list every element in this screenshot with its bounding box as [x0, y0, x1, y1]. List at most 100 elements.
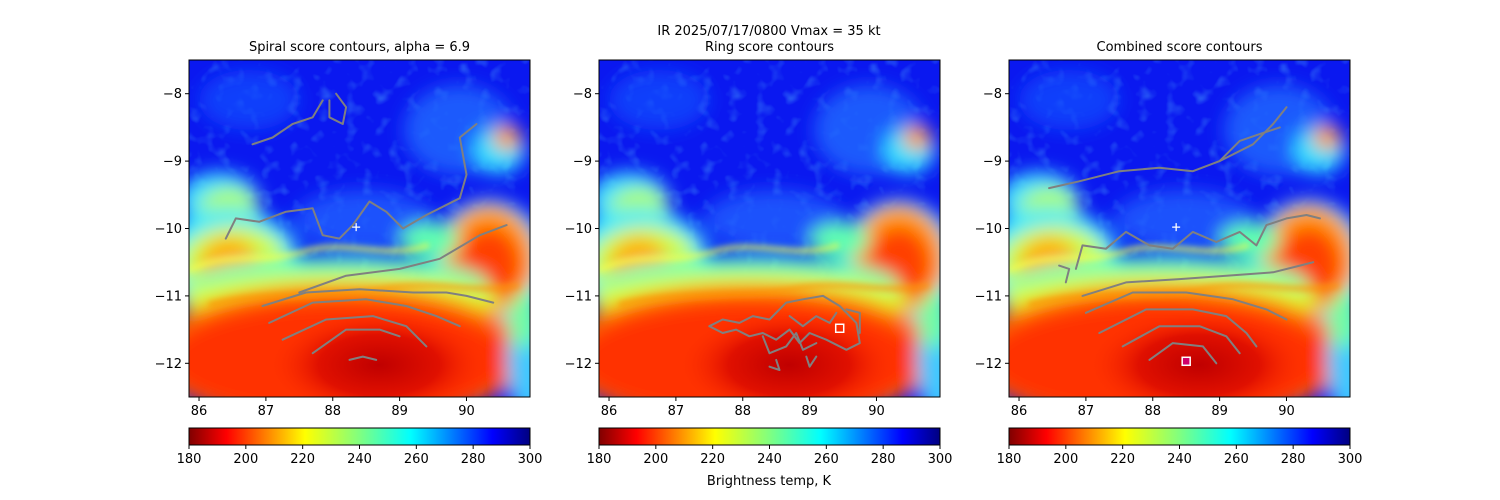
- score-contour: [261, 288, 495, 307]
- colorbar-tick-label: 280: [461, 452, 486, 467]
- score-max-square-marker: [834, 323, 845, 334]
- score-max-square-marker: [1181, 356, 1191, 367]
- score-contour: [1098, 308, 1258, 348]
- colorbar-tick-label: 200: [1053, 452, 1078, 467]
- y-tick-label: −9: [163, 155, 182, 170]
- score-contour: [224, 123, 478, 240]
- y-tick-label: −10: [155, 222, 182, 237]
- plot-area: 86 87 88 89 90 −8 −9 −10 −11 −12: [969, 59, 1371, 425]
- score-contour: [251, 99, 324, 146]
- center-plus-marker: [352, 223, 361, 232]
- y-tick-label: −9: [983, 155, 1002, 170]
- score-contour: [1084, 291, 1288, 321]
- colorbar-tick-label: 300: [1338, 452, 1363, 467]
- colorbar-tick-label: 180: [587, 452, 612, 467]
- colorbar-tick-label: 300: [928, 452, 953, 467]
- y-tick-label: −12: [975, 357, 1002, 372]
- x-tick-label: 88: [1144, 404, 1161, 419]
- colorbar-tick-label: 260: [814, 452, 839, 467]
- colorbar-label: Brightness temp, K: [707, 474, 832, 489]
- x-tick-label: 90: [1278, 404, 1295, 419]
- colorbar-tick-label: 280: [871, 452, 896, 467]
- colorbar-tick-label: 180: [997, 452, 1022, 467]
- colorbar-tick-label: 220: [290, 452, 315, 467]
- score-contour: [1121, 325, 1241, 355]
- colorbar-tick-label: 240: [347, 452, 372, 467]
- x-tick-label: 86: [191, 404, 208, 419]
- score-contour: [708, 294, 861, 351]
- colorbar-gradient: [598, 427, 941, 446]
- score-contour: [845, 308, 861, 334]
- colorbar-tick-label: 200: [643, 452, 668, 467]
- figure-suptitle: IR 2025/07/17/0800 Vmax = 35 kt: [657, 24, 880, 39]
- score-contour: [281, 315, 428, 348]
- x-tick-label: 86: [601, 404, 618, 419]
- y-tick-label: −8: [573, 87, 592, 102]
- score-contour: [311, 328, 401, 355]
- x-tick-label: 89: [801, 404, 818, 419]
- x-tick-label: 90: [868, 404, 885, 419]
- score-contour: [1058, 264, 1071, 284]
- y-tick-label: −10: [975, 222, 1002, 237]
- y-tick-label: −11: [975, 289, 1002, 304]
- colorbar-tick-label: 260: [1224, 452, 1249, 467]
- colorbar-tick-label: 240: [757, 452, 782, 467]
- score-contour: [1218, 106, 1288, 163]
- x-tick-label: 87: [1078, 404, 1095, 419]
- colorbar: 180 200 220 240 260 280 300: [997, 427, 1363, 467]
- y-tick-label: −10: [565, 222, 592, 237]
- y-tick-label: −8: [983, 87, 1002, 102]
- y-tick-label: −12: [565, 357, 592, 372]
- x-tick-label: 87: [668, 404, 685, 419]
- score-contour: [1048, 126, 1281, 190]
- x-tick-label: 88: [734, 404, 751, 419]
- score-contour: [1148, 342, 1218, 365]
- panel-1: Spiral score contours, alpha = 6.9 86 87 88…: [149, 40, 551, 467]
- plot-area: 86 87 88 89 90 −8 −9 −10 −11 −12: [149, 59, 551, 425]
- colorbar-tick-label: 180: [177, 452, 202, 467]
- colorbar-gradient: [188, 427, 531, 446]
- panel-title: Ring score contours: [705, 40, 834, 55]
- score-contour: [328, 92, 348, 125]
- x-tick-label: 90: [458, 404, 475, 419]
- ir-image: [969, 60, 1371, 425]
- y-tick-label: −11: [155, 289, 182, 304]
- x-tick-label: 89: [391, 404, 408, 419]
- x-tick-label: 86: [1011, 404, 1028, 419]
- colorbar-tick-label: 260: [404, 452, 429, 467]
- score-contour: [1081, 261, 1315, 297]
- colorbar-tick-label: 240: [1167, 452, 1192, 467]
- y-tick-label: −11: [565, 289, 592, 304]
- plot-area: 86 87 88 89 90 −8 −9 −10 −11 −12: [559, 59, 961, 425]
- colorbar: 180 200 220 240 260 280 300: [177, 427, 543, 467]
- panel-title: Combined score contours: [1097, 40, 1263, 55]
- score-contour: [805, 355, 818, 368]
- y-tick-label: −9: [573, 155, 592, 170]
- colorbar-tick-label: 220: [700, 452, 725, 467]
- ir-image: [149, 60, 551, 425]
- score-contour: [348, 355, 378, 361]
- panel-3: Combined score contours 86 87 88 89 90 −8 −9 −10…: [969, 40, 1371, 467]
- colorbar-gradient: [1008, 427, 1351, 446]
- x-tick-label: 89: [1211, 404, 1228, 419]
- y-tick-label: −8: [163, 87, 182, 102]
- center-plus-marker: [1172, 223, 1181, 232]
- score-contour: [761, 332, 818, 355]
- colorbar-tick-label: 300: [518, 452, 543, 467]
- score-contour: [1074, 214, 1321, 270]
- score-contour: [788, 311, 838, 328]
- score-contour: [768, 358, 781, 371]
- panel-2: Ring score contours 86 87 88 89 90 −8 −9 −10 −11 −…: [559, 40, 961, 467]
- y-tick-label: −12: [155, 357, 182, 372]
- ir-image: [559, 60, 961, 425]
- colorbar-tick-label: 200: [233, 452, 258, 467]
- score-contour: [268, 298, 461, 328]
- panel-title: Spiral score contours, alpha = 6.9: [249, 40, 470, 55]
- colorbar-tick-label: 280: [1281, 452, 1306, 467]
- x-tick-label: 87: [258, 404, 275, 419]
- colorbar: 180 200 220 240 260 280 300: [587, 427, 953, 467]
- x-tick-label: 88: [324, 404, 341, 419]
- colorbar-tick-label: 220: [1110, 452, 1135, 467]
- score-contour: [298, 224, 508, 294]
